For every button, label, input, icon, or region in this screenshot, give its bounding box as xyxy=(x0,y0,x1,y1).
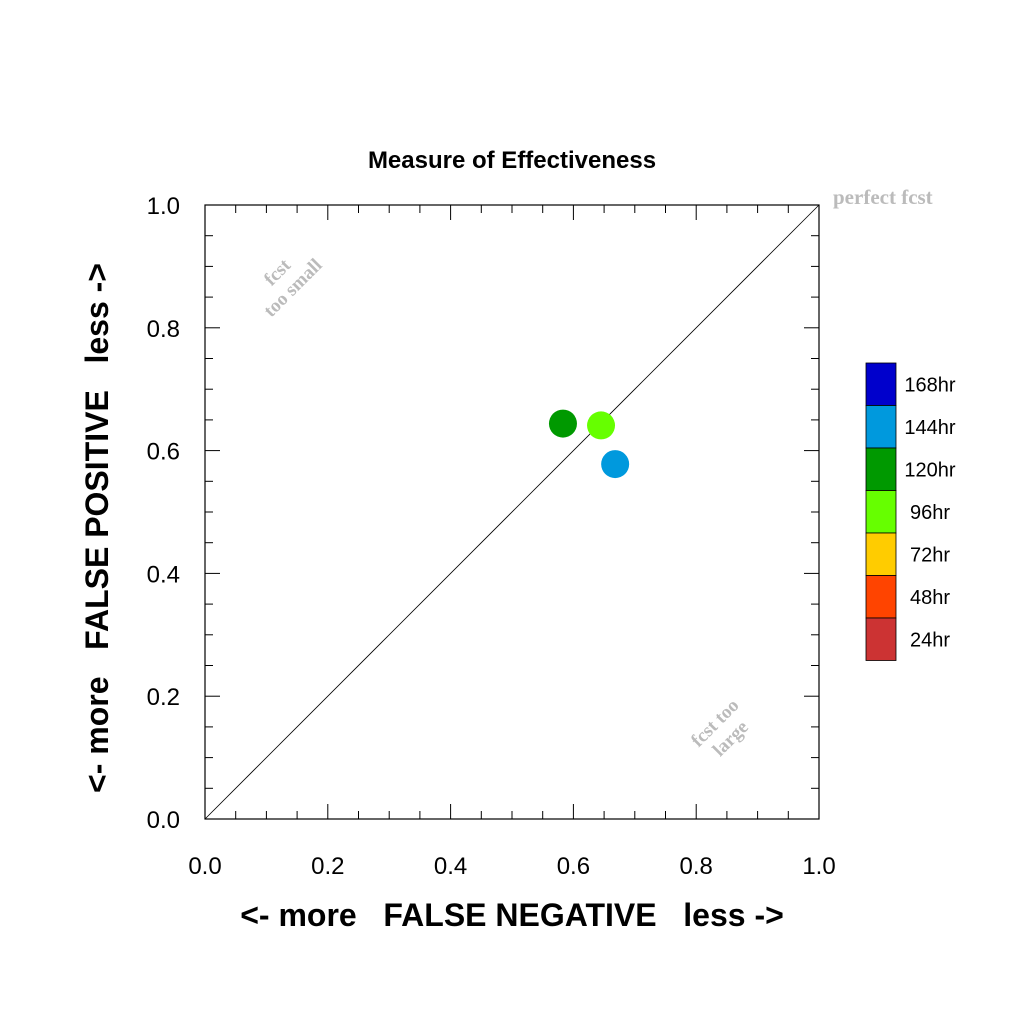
too-small-annotation: fcst too small xyxy=(260,255,327,322)
x-tick-label: 0.0 xyxy=(188,853,221,880)
x-tick-labels: 0.0 0.2 0.4 0.6 0.8 1.0 xyxy=(188,853,835,880)
legend-label-144hr: 144hr xyxy=(904,417,955,439)
legend-swatch-96hr xyxy=(865,490,897,534)
legend-swatch-144hr xyxy=(865,405,897,449)
x-tick-label: 0.8 xyxy=(680,853,713,880)
x-tick-label: 0.6 xyxy=(557,853,590,880)
too-large-annotation: fcst too large xyxy=(687,695,753,761)
legend: 168hr 144hr 120hr 96hr 72hr 48hr 24hr xyxy=(865,362,956,661)
legend-label-168hr: 168hr xyxy=(904,374,955,396)
legend-swatch-48hr xyxy=(865,575,897,619)
legend-label-48hr: 48hr xyxy=(910,587,950,609)
y-tick-label: 0.6 xyxy=(147,439,180,466)
axis-ticks xyxy=(204,204,820,820)
y-tick-label: 1.0 xyxy=(147,193,180,220)
point-144hr xyxy=(601,450,630,479)
data-points xyxy=(548,409,630,479)
x-tick-label: 0.2 xyxy=(311,853,344,880)
y-tick-labels: 0.0 0.2 0.4 0.6 0.8 1.0 xyxy=(147,193,180,834)
point-96hr xyxy=(587,411,616,440)
legend-swatch-120hr xyxy=(865,447,897,491)
x-tick-label: 0.4 xyxy=(434,853,467,880)
perfect-forecast-annotation: perfect fcst xyxy=(833,185,933,209)
x-axis-label: <- more FALSE NEGATIVE less -> xyxy=(240,897,784,933)
chart-title: Measure of Effectiveness xyxy=(368,147,656,174)
y-tick-label: 0.4 xyxy=(147,561,180,588)
legend-label-120hr: 120hr xyxy=(904,459,955,481)
legend-label-72hr: 72hr xyxy=(910,544,950,566)
y-tick-label: 0.2 xyxy=(147,684,180,711)
y-axis-label: <- more FALSE POSITIVE less -> xyxy=(79,263,115,793)
legend-label-96hr: 96hr xyxy=(910,502,950,524)
legend-swatch-24hr xyxy=(865,617,897,661)
point-120hr xyxy=(548,409,577,438)
legend-swatch-72hr xyxy=(865,532,897,576)
legend-swatch-168hr xyxy=(865,362,897,406)
y-tick-label: 0.0 xyxy=(147,807,180,834)
legend-label-24hr: 24hr xyxy=(910,629,950,651)
perfect-forecast-diagonal xyxy=(204,204,820,820)
y-tick-label: 0.8 xyxy=(147,316,180,343)
x-tick-label: 1.0 xyxy=(802,853,835,880)
